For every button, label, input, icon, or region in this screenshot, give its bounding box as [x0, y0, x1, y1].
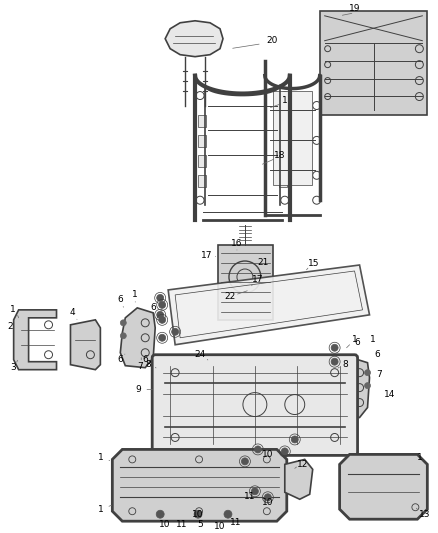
FancyBboxPatch shape	[198, 116, 206, 127]
Circle shape	[331, 358, 338, 365]
Polygon shape	[285, 459, 313, 499]
Text: 10: 10	[262, 450, 274, 459]
FancyBboxPatch shape	[279, 135, 287, 148]
Text: 1: 1	[282, 96, 288, 105]
Text: 11: 11	[230, 518, 242, 527]
Text: 12: 12	[297, 460, 308, 469]
Text: 6: 6	[117, 355, 123, 364]
Text: 19: 19	[349, 4, 360, 13]
Circle shape	[194, 510, 202, 518]
Text: 10: 10	[192, 510, 204, 519]
Text: 16: 16	[231, 239, 243, 247]
Circle shape	[281, 448, 288, 455]
Text: 8: 8	[145, 360, 151, 369]
Text: 10: 10	[262, 498, 274, 507]
Circle shape	[254, 446, 261, 453]
Text: 7: 7	[138, 362, 143, 371]
Text: 3: 3	[10, 363, 15, 372]
Circle shape	[159, 317, 166, 324]
Text: 18: 18	[274, 151, 286, 160]
Text: 13: 13	[419, 510, 430, 519]
Text: 1: 1	[10, 305, 15, 314]
Text: 6: 6	[150, 303, 156, 312]
Circle shape	[156, 510, 164, 518]
Circle shape	[364, 370, 371, 376]
Circle shape	[157, 294, 164, 301]
Polygon shape	[165, 21, 223, 56]
Text: 6: 6	[142, 355, 148, 364]
Text: 21: 21	[257, 257, 268, 266]
Circle shape	[251, 488, 258, 495]
Polygon shape	[71, 320, 100, 370]
Text: 24: 24	[194, 350, 206, 359]
Text: 1: 1	[352, 335, 357, 344]
FancyBboxPatch shape	[218, 245, 273, 320]
Text: 20: 20	[266, 36, 278, 45]
Text: 10: 10	[159, 520, 171, 529]
Polygon shape	[168, 265, 370, 345]
Text: 1: 1	[98, 505, 103, 514]
FancyBboxPatch shape	[279, 175, 287, 187]
Text: 6: 6	[374, 350, 380, 359]
Circle shape	[241, 458, 248, 465]
Circle shape	[159, 301, 166, 309]
Polygon shape	[112, 449, 287, 521]
Circle shape	[172, 328, 179, 335]
FancyBboxPatch shape	[279, 155, 287, 167]
Text: 9: 9	[135, 385, 141, 394]
FancyBboxPatch shape	[198, 135, 206, 148]
Circle shape	[291, 436, 298, 443]
FancyBboxPatch shape	[320, 11, 427, 116]
Text: 8: 8	[343, 360, 349, 369]
Text: 1: 1	[417, 453, 422, 462]
Text: 10: 10	[214, 522, 226, 531]
Text: 7: 7	[377, 370, 382, 379]
Text: 22: 22	[224, 293, 236, 301]
Circle shape	[364, 383, 371, 389]
Circle shape	[265, 494, 271, 501]
FancyBboxPatch shape	[198, 155, 206, 167]
Circle shape	[331, 344, 338, 351]
Text: 1: 1	[370, 335, 375, 344]
Text: 11: 11	[177, 520, 188, 529]
Circle shape	[120, 333, 126, 339]
Circle shape	[224, 510, 232, 518]
FancyBboxPatch shape	[198, 175, 206, 187]
Circle shape	[120, 320, 126, 326]
Circle shape	[159, 334, 166, 341]
Text: 14: 14	[384, 390, 395, 399]
Text: 1: 1	[98, 453, 103, 462]
Text: 5: 5	[197, 520, 203, 529]
Text: 6: 6	[355, 338, 360, 348]
FancyBboxPatch shape	[152, 355, 357, 455]
Polygon shape	[339, 455, 427, 519]
Text: 17: 17	[201, 251, 213, 260]
Text: 15: 15	[308, 259, 319, 268]
FancyBboxPatch shape	[279, 116, 287, 127]
Text: 6: 6	[117, 295, 123, 304]
Polygon shape	[120, 308, 155, 368]
FancyBboxPatch shape	[273, 91, 312, 185]
Text: 11: 11	[244, 492, 256, 501]
Polygon shape	[14, 310, 57, 370]
Text: 2: 2	[8, 322, 14, 332]
Text: 17: 17	[252, 276, 264, 285]
Text: 4: 4	[70, 309, 75, 317]
Circle shape	[157, 311, 164, 318]
Text: 1: 1	[132, 290, 138, 300]
Polygon shape	[335, 358, 370, 417]
